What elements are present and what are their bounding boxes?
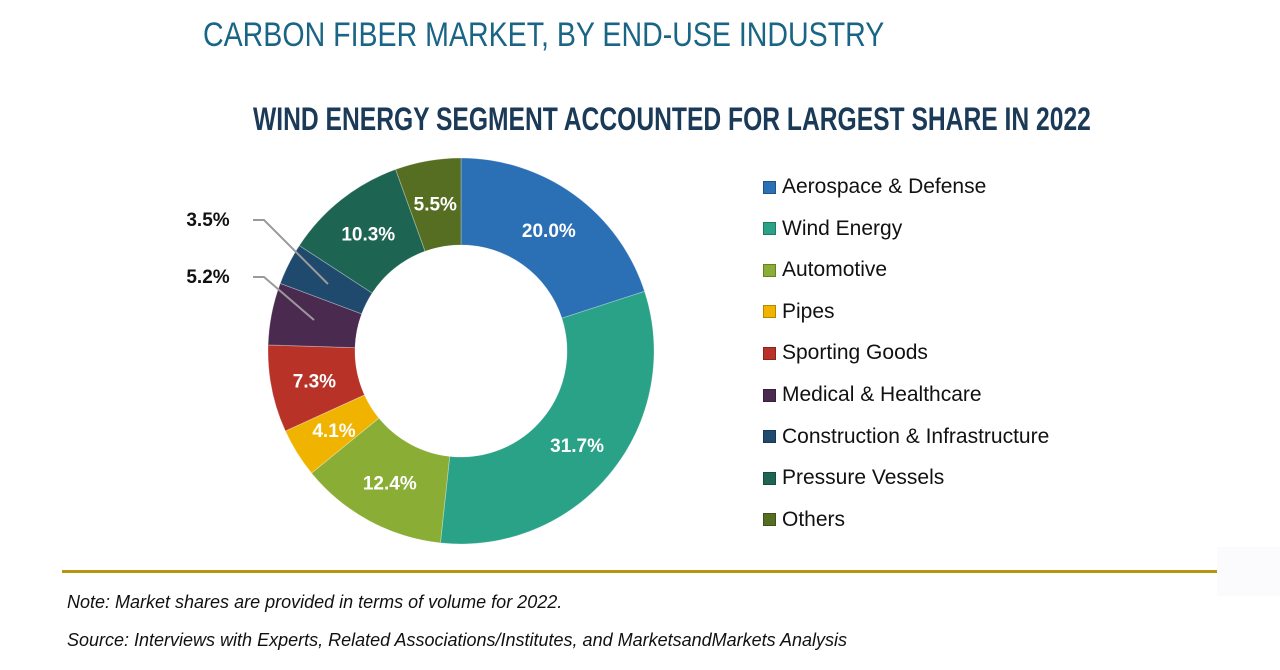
slice-labels: 20.0% 31.7% 12.4% 4.1% 7.3% 5.2% 3.5% 10.3% 5.5% — [186, 195, 604, 495]
legend-item-aerospace-and-defense: Aerospace & Defense — [763, 173, 986, 201]
legend-item-medical-and-healthcare: Medical & Healthcare — [763, 381, 982, 409]
donut-hole — [355, 245, 567, 457]
leader-line-medical-and-healthcare — [253, 276, 315, 321]
slice-label-medical-and-healthcare: 5.2% — [186, 267, 229, 288]
leader-lines — [253, 219, 329, 321]
legend-label: Pressure Vessels — [782, 466, 945, 490]
legend-item-pipes: Pipes — [763, 298, 835, 326]
background-box — [1217, 547, 1280, 596]
divider-rule — [62, 570, 1217, 573]
slice-label-sporting-goods: 7.3% — [293, 371, 336, 392]
legend-swatch — [763, 471, 776, 485]
legend-label: Automotive — [782, 258, 888, 282]
legend-label: Sporting Goods — [782, 341, 928, 365]
legend-label: Construction & Infrastructure — [782, 424, 1050, 448]
legend-label: Medical & Healthcare — [782, 383, 982, 406]
slice-label-pressure-vessels: 10.3% — [341, 225, 395, 246]
slice-label-aerospace-and-defense: 20.0% — [522, 221, 576, 242]
slice-label-pipes: 4.1% — [312, 421, 355, 442]
footnote-source: Source: Interviews with Experts, Related… — [67, 630, 848, 650]
leader-line-construction-and-infrastructure — [253, 219, 329, 285]
legend-item-others: Others — [763, 506, 845, 534]
chart-subtitle: WIND ENERGY SEGMENT ACCOUNTED FOR LARGES… — [253, 101, 1091, 137]
legend-item-wind-energy: Wind Energy — [763, 215, 902, 243]
legend-swatch — [763, 222, 776, 236]
legend-swatch — [763, 513, 776, 527]
legend-swatch — [763, 305, 776, 319]
footnote-note: Note: Market shares are provided in term… — [67, 592, 563, 612]
legend-swatch — [763, 263, 776, 277]
chart-title: CARBON FIBER MARKET, BY END-USE INDUSTRY — [203, 16, 885, 54]
legend-swatch — [763, 430, 776, 444]
slice-label-construction-and-infrastructure: 3.5% — [186, 210, 229, 231]
legend-item-sporting-goods: Sporting Goods — [763, 339, 928, 367]
slice-label-others: 5.5% — [414, 195, 457, 216]
legend-label: Aerospace & Defense — [782, 175, 987, 198]
legend-swatch — [763, 180, 776, 194]
legend-item-construction-and-infrastructure: Construction & Infrastructure — [763, 423, 1049, 451]
legend-swatch — [763, 388, 776, 402]
legend-item-pressure-vessels: Pressure Vessels — [763, 464, 944, 492]
slice-label-wind-energy: 31.7% — [550, 436, 604, 457]
legend-item-automotive: Automotive — [763, 256, 887, 284]
legend-label: Others — [782, 507, 846, 531]
legend-label: Pipes — [782, 299, 835, 323]
legend-swatch — [763, 346, 776, 360]
legend-label: Wind Energy — [782, 216, 903, 240]
slice-label-automotive: 12.4% — [363, 473, 417, 494]
